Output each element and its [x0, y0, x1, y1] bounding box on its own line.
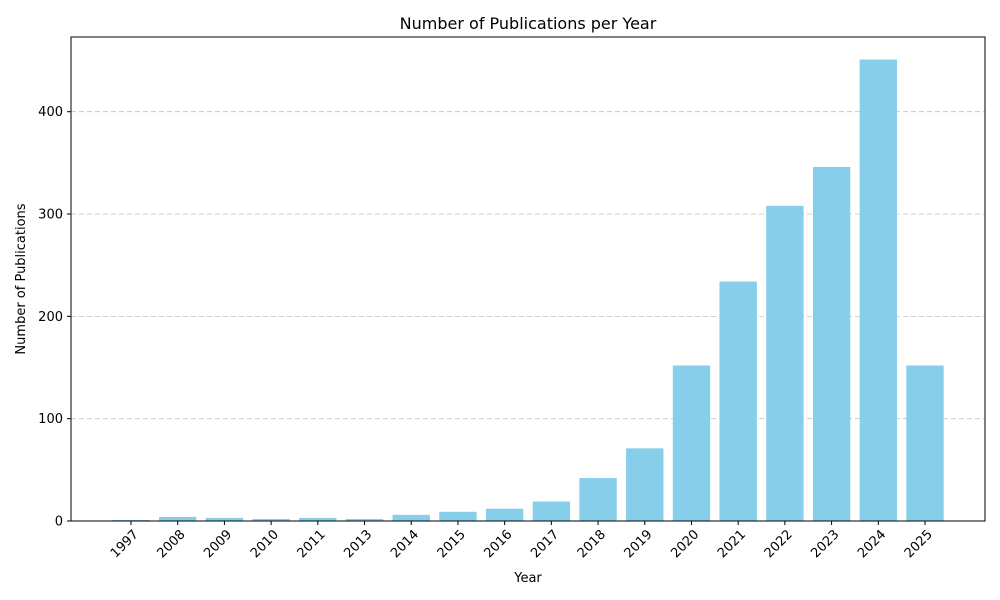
y-tick-label: 400: [38, 105, 63, 120]
bar-2011: [299, 517, 337, 521]
plot-frame: [70, 36, 986, 522]
bar-2022: [766, 205, 804, 521]
bar-2019: [626, 448, 664, 521]
bar-2014: [392, 514, 430, 521]
x-tick-label: 2009: [201, 527, 235, 561]
bar-2015: [439, 511, 477, 521]
x-tick-label: 2010: [248, 527, 282, 561]
x-tick-label: 2014: [388, 527, 422, 561]
y-tick-label: 200: [38, 310, 63, 325]
y-axis-ticks: 0 100 200 300 400: [38, 105, 71, 530]
chart-title: Number of Publications per Year: [400, 14, 657, 33]
x-axis-label: Year: [513, 571, 542, 586]
y-tick-label: 300: [38, 208, 63, 223]
bar-2009: [205, 517, 244, 521]
bar-2010: [252, 518, 290, 521]
x-tick-label: 2022: [762, 527, 796, 561]
x-tick-label: 2013: [341, 527, 375, 561]
bar-2025: [906, 365, 944, 521]
bar-2020: [672, 365, 711, 521]
bar-2017: [532, 501, 571, 521]
x-tick-label: 2023: [808, 527, 842, 561]
bar-2016: [485, 508, 524, 521]
bar-1997: [112, 519, 150, 521]
x-tick-label: 2015: [435, 527, 469, 561]
x-tick-label: 2011: [295, 527, 329, 561]
x-tick-label: 1997: [108, 527, 142, 561]
bar-2024: [859, 59, 897, 521]
bar-2021: [719, 281, 757, 521]
x-tick-label: 2024: [855, 527, 889, 561]
x-tick-label: 2025: [902, 527, 936, 561]
x-tick-label: 2021: [715, 527, 749, 561]
bar-2018: [579, 478, 617, 521]
y-axis-label: Number of Publications: [14, 203, 29, 354]
bar-2023: [812, 166, 851, 521]
y-tick-label: 0: [55, 515, 63, 530]
x-tick-label: 2020: [668, 527, 702, 561]
x-tick-label: 2018: [575, 527, 609, 561]
bar-2008: [159, 516, 197, 521]
x-tick-label: 2017: [528, 527, 562, 561]
x-tick-label: 2016: [481, 527, 515, 561]
y-tick-label: 100: [38, 412, 63, 427]
x-tick-label: 2019: [622, 527, 656, 561]
bar-2013: [345, 518, 384, 521]
x-axis-ticks: 1997 2008 2009 2010 2011 2013 2014 2015 2016 2017…: [108, 521, 936, 561]
x-tick-label: 2008: [155, 527, 189, 561]
bars: [112, 59, 944, 521]
